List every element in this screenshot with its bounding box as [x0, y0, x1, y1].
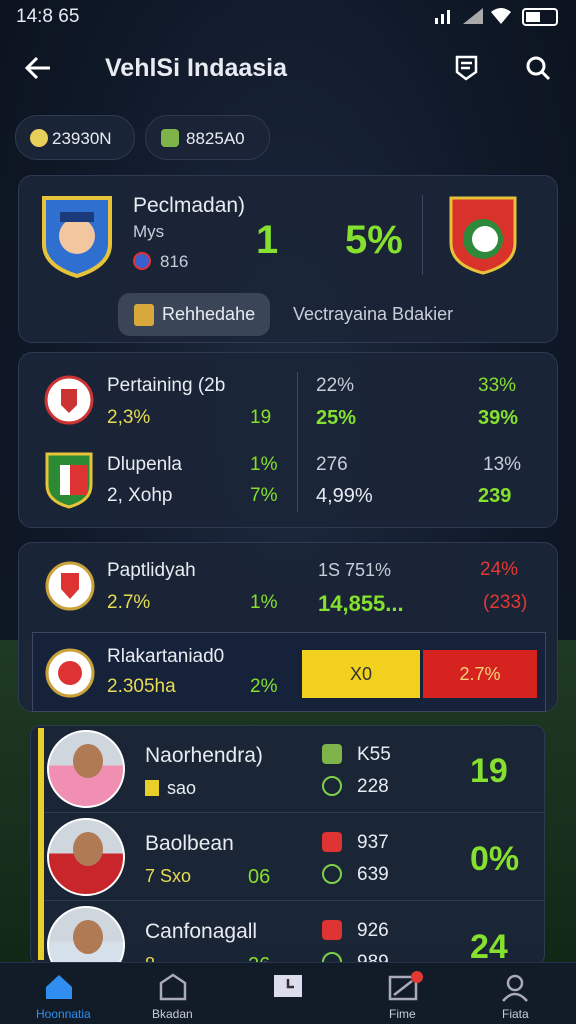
- player-name[interactable]: Baolbean: [145, 832, 234, 855]
- row-crest: [45, 561, 95, 611]
- nav-icon[interactable]: [272, 973, 304, 1003]
- team-points: 816: [160, 252, 189, 271]
- player-icon: [145, 780, 159, 796]
- row-mid-bottom: 4,99%: [316, 485, 373, 507]
- row-value: 2%: [250, 676, 278, 697]
- row-mid-bottom: 25%: [316, 407, 357, 429]
- row-mid-bottom: 14,855...: [318, 591, 404, 616]
- row-mid-top: 1S 751%: [318, 560, 392, 580]
- row-right-bottom: 239: [478, 485, 512, 507]
- tab[interactable]: Vectrayaina Bdakier: [293, 304, 454, 324]
- row-right-top: 33%: [478, 375, 517, 396]
- row-stat: 2, Xohp: [107, 485, 173, 506]
- player-meta: sao: [167, 778, 197, 798]
- player-bottom: 639: [357, 864, 389, 885]
- team-name: Peclmadan): [133, 194, 246, 217]
- row-value-top: 1%: [250, 454, 278, 475]
- tab-active[interactable]: Rehhedahe: [118, 293, 270, 336]
- row-stat: 2.305ha: [107, 676, 176, 697]
- row-name: Rlakartaniad0: [107, 646, 225, 667]
- row-name: Dlupenla: [107, 454, 182, 475]
- back-button[interactable]: [22, 54, 54, 82]
- status-icons: [435, 8, 558, 26]
- chip[interactable]: 23930N: [15, 115, 135, 160]
- chip-label: 8825A0: [186, 129, 245, 148]
- row-name: Paptlidyah: [107, 560, 196, 581]
- nav-icon[interactable]: [500, 973, 530, 1003]
- stat-icon: [322, 776, 342, 796]
- nav-icon[interactable]: [388, 969, 426, 1001]
- tab-label: Rehhedahe: [162, 304, 256, 324]
- stats-card: [18, 352, 558, 528]
- nav-icon[interactable]: [44, 973, 74, 1001]
- row-crest: [45, 648, 95, 698]
- team-subtitle: Mys: [133, 222, 165, 241]
- player-bottom: 228: [357, 776, 389, 797]
- player-avatar[interactable]: [47, 818, 125, 896]
- row-right-bottom: 39%: [478, 407, 519, 429]
- row-mid-top: 276: [316, 454, 348, 475]
- row-name: Pertaining (2b: [107, 375, 226, 396]
- team-crest: [42, 196, 112, 278]
- player-name[interactable]: Naorhendra): [145, 744, 263, 767]
- row-right-top: 24%: [480, 559, 519, 580]
- player-meta: 7 Sxo: [145, 866, 192, 886]
- player-extra: 06: [248, 866, 271, 888]
- opponent-crest: [449, 196, 517, 275]
- player-name[interactable]: Canfonagall: [145, 920, 258, 943]
- row-crest: [44, 375, 94, 425]
- match-score: 1: [256, 218, 279, 262]
- search-button[interactable]: [524, 54, 552, 82]
- list-button[interactable]: [454, 54, 480, 82]
- row-mid-top: 22%: [316, 375, 355, 396]
- player-score: 24: [470, 928, 508, 966]
- chip[interactable]: 8825A0: [145, 115, 270, 160]
- nav-label[interactable]: Hoonnatia: [36, 1007, 91, 1021]
- row-stat: 2,3%: [107, 407, 151, 428]
- stat-icon: [322, 864, 342, 884]
- player-score: 19: [470, 752, 508, 790]
- row-crest: [45, 452, 93, 509]
- stat-icon: [322, 832, 342, 852]
- nav-icon[interactable]: [158, 973, 188, 1001]
- row-right-bottom: (233): [483, 592, 528, 613]
- player-avatar[interactable]: [47, 730, 125, 808]
- player-top: 926: [357, 920, 389, 941]
- row-value: 1%: [250, 592, 278, 613]
- player-top: K55: [357, 744, 391, 765]
- stat-icon: [322, 744, 342, 764]
- bottom-nav: Hoonnatia Bkadan Fime Fiata: [0, 962, 576, 1024]
- row-right-top: 13%: [483, 454, 522, 475]
- stat-icon: [322, 920, 342, 940]
- header-title: VehlSi Indaasia: [105, 54, 288, 82]
- nav-label[interactable]: Fiata: [502, 1007, 529, 1021]
- row-value: 7%: [250, 485, 278, 506]
- row-value: 19: [250, 407, 272, 428]
- match-percent: 5%: [345, 218, 403, 262]
- red-bar: 2.7%: [423, 650, 537, 698]
- nav-label[interactable]: Fime: [389, 1007, 416, 1021]
- player-score: 0%: [470, 840, 520, 878]
- nav-label[interactable]: Bkadan: [152, 1007, 193, 1021]
- player-top: 937: [357, 832, 389, 853]
- row-stat: 2.7%: [107, 592, 151, 613]
- status-time: 14:8 65: [16, 6, 80, 27]
- yellow-bar: X0: [302, 650, 420, 698]
- chip-label: 23930N: [52, 129, 112, 148]
